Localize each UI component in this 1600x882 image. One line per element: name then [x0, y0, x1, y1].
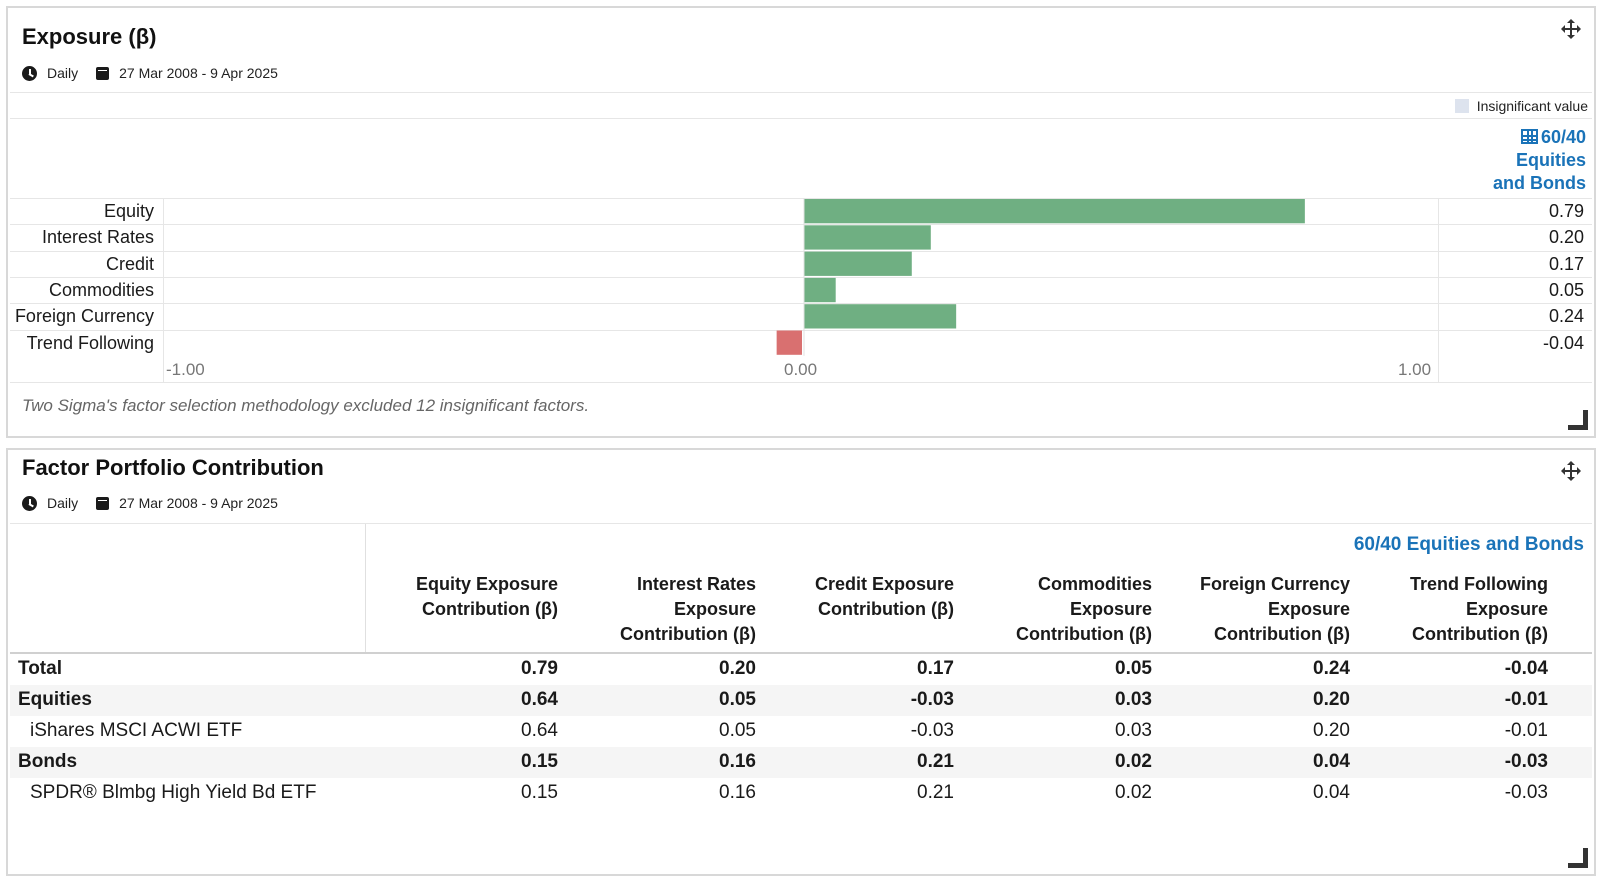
- column-header[interactable]: Commodities Exposure Contribution (β): [1016, 574, 1152, 644]
- exposure-bar-chart: [776, 198, 1305, 356]
- bar[interactable]: [804, 277, 836, 303]
- bar-row: Foreign Currency 0.24: [10, 303, 1592, 329]
- column-header[interactable]: Foreign Currency Exposure Contribution (β): [1199, 574, 1350, 644]
- bar-value-label: 0.79: [1548, 201, 1584, 221]
- table-row: Equities 0.64 0.05 -0.03 0.03 0.20 -0.01: [10, 685, 1592, 716]
- cell-value: 0.03: [1115, 720, 1152, 741]
- cell-value: -0.03: [1504, 782, 1548, 803]
- cell-value: 0.16: [719, 751, 756, 772]
- bar-category-label: Equity: [103, 201, 154, 221]
- table-row: Total 0.79 0.20 0.17 0.05 0.24 -0.04: [10, 654, 1592, 685]
- bar-value-label: 0.24: [1548, 306, 1584, 327]
- contribution-panel: Factor Portfolio Contribution Daily 27 M…: [6, 448, 1596, 876]
- chart-legend: Insignificant value: [1454, 98, 1588, 114]
- table-row: Bonds 0.15 0.16 0.21 0.02 0.04 -0.03: [10, 747, 1592, 778]
- cell-value: 0.21: [917, 782, 954, 803]
- insignificant-swatch: [1454, 99, 1469, 113]
- column-header[interactable]: Credit Exposure Contribution (β): [814, 574, 954, 619]
- cell-value: 0.16: [719, 782, 756, 803]
- resize-handle-icon[interactable]: [1568, 410, 1588, 430]
- bar-value-label: -0.04: [1542, 332, 1584, 353]
- cell-value: -0.03: [910, 720, 954, 741]
- cell-value: 0.02: [1115, 751, 1152, 772]
- resize-handle-icon[interactable]: [1568, 848, 1588, 868]
- move-icon[interactable]: [1560, 460, 1582, 482]
- row-label: Equities: [18, 689, 92, 710]
- bar-value-label: 0.05: [1548, 279, 1584, 300]
- cell-value: -0.01: [1504, 689, 1548, 710]
- portfolio-column-header[interactable]: 60/40 Equities and Bonds: [1353, 534, 1584, 555]
- contribution-title: Factor Portfolio Contribution: [22, 455, 324, 480]
- cell-value: 0.05: [719, 720, 756, 741]
- calendar-icon: [96, 66, 110, 80]
- cell-value: 0.15: [521, 751, 558, 772]
- row-label: iShares MSCI ACWI ETF: [30, 720, 243, 741]
- axis-tick-label: 1.00: [1398, 360, 1432, 379]
- legend-label: Insignificant value: [1476, 98, 1588, 114]
- table-row: iShares MSCI ACWI ETF 0.64 0.05 -0.03 0.03 0.…: [10, 716, 1592, 747]
- cell-value: -0.04: [1504, 658, 1548, 679]
- row-label: SPDR® Blmbg High Yield Bd ETF: [30, 782, 317, 803]
- bar-row: Trend Following -0.04: [10, 329, 1592, 356]
- cell-value: 0.79: [521, 658, 558, 679]
- cell-value: 0.03: [1115, 689, 1152, 710]
- bar-category-label: Commodities: [48, 279, 154, 300]
- bar-category-label: Credit: [105, 253, 154, 274]
- cell-value: -0.03: [1504, 751, 1548, 772]
- bar[interactable]: [804, 199, 1305, 224]
- date-range-label: 27 Mar 2008 - 9 Apr 2025: [119, 495, 278, 511]
- row-label: Bonds: [18, 751, 78, 772]
- bar[interactable]: [776, 330, 802, 355]
- bar-value-label: 0.17: [1548, 253, 1584, 274]
- bar-category-label: Interest Rates: [41, 227, 154, 248]
- move-icon[interactable]: [1560, 18, 1582, 40]
- table-icon: [1520, 129, 1538, 144]
- cell-value: 0.04: [1313, 751, 1350, 772]
- cell-value: 0.15: [521, 782, 558, 803]
- cell-value: 0.20: [719, 658, 756, 679]
- date-range-label: 27 Mar 2008 - 9 Apr 2025: [119, 65, 278, 81]
- bar[interactable]: [804, 251, 912, 276]
- cell-value: 0.64: [521, 720, 558, 741]
- axis-tick-label: 0.00: [784, 360, 818, 379]
- cell-value: 0.64: [521, 689, 558, 710]
- cell-value: -0.03: [910, 689, 954, 710]
- column-header[interactable]: Trend Following Exposure Contribution (β): [1410, 574, 1548, 644]
- bar-row: Equity 0.79: [10, 198, 1592, 224]
- row-label: Total: [18, 658, 62, 679]
- exposure-meta: Daily 27 Mar 2008 - 9 Apr 2025: [22, 65, 296, 81]
- column-header[interactable]: Equity Exposure Contribution (β): [415, 574, 558, 619]
- exposure-title: Exposure (β): [22, 24, 157, 49]
- portfolio-link[interactable]: 60/40 Equities and Bonds: [1493, 127, 1586, 193]
- calendar-icon: [96, 496, 110, 510]
- bar-row: Commodities 0.05: [10, 276, 1592, 303]
- column-header[interactable]: Interest Rates Exposure Contribution (β): [620, 574, 756, 644]
- cell-value: 0.21: [917, 751, 954, 772]
- methodology-note: Two Sigma's factor selection methodology…: [22, 396, 590, 415]
- cell-value: 0.20: [1313, 720, 1350, 741]
- bar[interactable]: [804, 304, 957, 329]
- bar-row: Credit 0.17: [10, 250, 1592, 277]
- table-row: SPDR® Blmbg High Yield Bd ETF 0.15 0.16 0.2…: [10, 778, 1592, 809]
- cell-value: 0.04: [1313, 782, 1350, 803]
- exposure-panel: Exposure (β) Daily 27 Mar 2008 - 9 Apr 2…: [6, 6, 1596, 438]
- bar-value-label: 0.20: [1548, 227, 1584, 248]
- cell-value: 0.05: [1115, 658, 1152, 679]
- frequency-label: Daily: [47, 65, 79, 81]
- clock-icon: [22, 495, 37, 511]
- axis-tick-label: -1.00: [166, 360, 205, 379]
- cell-value: 0.02: [1115, 782, 1152, 803]
- contribution-meta: Daily 27 Mar 2008 - 9 Apr 2025: [22, 495, 296, 511]
- cell-value: 0.24: [1313, 658, 1350, 679]
- clock-icon: [22, 65, 37, 81]
- cell-value: 0.05: [719, 689, 756, 710]
- bar-row: Interest Rates 0.20: [10, 224, 1592, 250]
- bar-category-label: Foreign Currency: [14, 306, 154, 327]
- bar[interactable]: [804, 225, 931, 250]
- frequency-label: Daily: [47, 495, 79, 511]
- cell-value: 0.20: [1313, 689, 1350, 710]
- bar-category-label: Trend Following: [26, 332, 154, 353]
- cell-value: 0.17: [917, 658, 954, 679]
- cell-value: -0.01: [1504, 720, 1548, 741]
